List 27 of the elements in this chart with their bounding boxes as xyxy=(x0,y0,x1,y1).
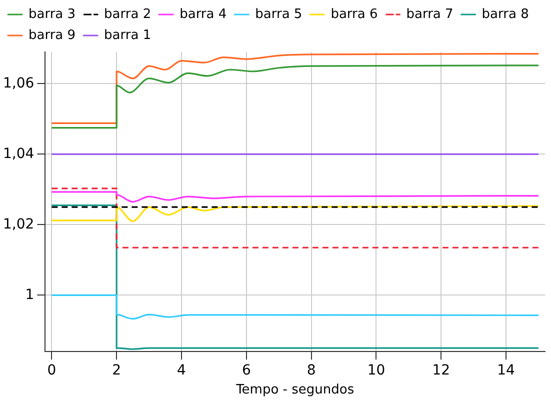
legend-label: barra 3 xyxy=(28,6,76,22)
legend-label: barra 2 xyxy=(104,6,152,22)
legend-label: barra 9 xyxy=(28,28,76,43)
x-tick-label: 0 xyxy=(47,362,56,379)
line-series xyxy=(50,64,540,129)
x-tick-label: 12 xyxy=(432,362,450,379)
line-series xyxy=(50,52,540,124)
legend-label: barra 7 xyxy=(406,6,454,22)
x-tick-label: 6 xyxy=(242,362,251,379)
legend-label: barra 6 xyxy=(330,6,378,22)
y-tick-label: 1,06 xyxy=(3,75,34,92)
y-tick-label: 1 xyxy=(25,286,34,303)
legend-label: barra 1 xyxy=(104,28,152,43)
line-series xyxy=(50,205,540,222)
x-tick-label: 4 xyxy=(177,362,186,379)
y-tick-label: 1,02 xyxy=(3,216,34,232)
legend-label: barra 8 xyxy=(482,6,529,22)
line-series xyxy=(50,191,540,203)
x-tick-label: 10 xyxy=(367,362,386,379)
legend-label: barra 4 xyxy=(180,6,227,22)
x-tick-label: 14 xyxy=(497,362,516,379)
x-axis-title: Tempo - segundos xyxy=(235,382,354,398)
x-tick-label: 8 xyxy=(306,362,316,379)
line-series xyxy=(50,294,540,320)
y-tick-label: 1,04 xyxy=(3,146,34,162)
x-tick-label: 2 xyxy=(112,362,122,379)
legend-label: barra 5 xyxy=(255,6,302,22)
